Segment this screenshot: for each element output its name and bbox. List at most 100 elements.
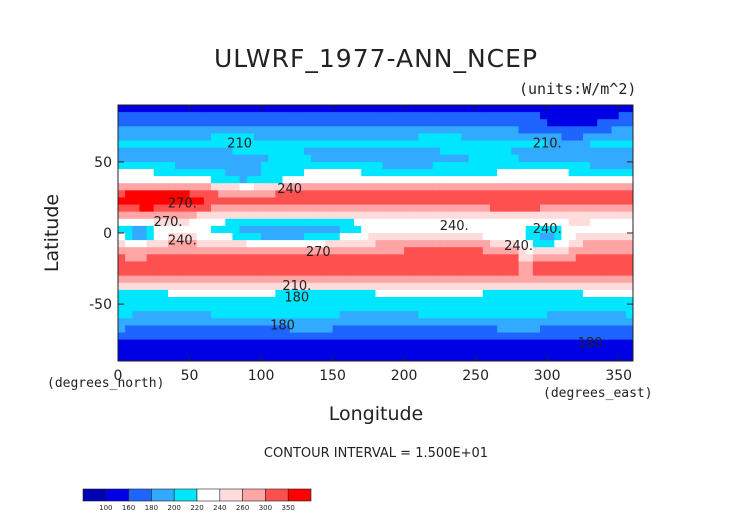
heatmap-cell xyxy=(175,190,183,199)
heatmap-cell xyxy=(318,183,327,191)
heatmap-cell xyxy=(604,119,613,127)
heatmap-cell xyxy=(361,275,369,284)
heatmap-cell xyxy=(132,247,141,255)
heatmap-cell xyxy=(404,161,412,170)
heatmap-cell xyxy=(625,211,633,220)
heatmap-cell xyxy=(561,261,570,270)
heatmap-cell xyxy=(597,233,605,241)
heatmap-cell xyxy=(497,119,505,127)
heatmap-cell xyxy=(411,218,420,227)
heatmap-cell xyxy=(525,112,534,120)
heatmap-cell xyxy=(568,233,577,241)
heatmap-cell xyxy=(146,190,155,199)
heatmap-cell xyxy=(468,325,477,334)
heatmap-cell xyxy=(618,218,627,227)
heatmap-cell xyxy=(568,225,577,234)
heatmap-cell xyxy=(339,169,348,177)
heatmap-cell xyxy=(439,318,448,327)
contour-label: 240. xyxy=(168,233,197,248)
tick-label: 50 xyxy=(181,368,199,384)
heatmap-cell xyxy=(525,225,534,234)
heatmap-cell xyxy=(182,325,191,334)
heatmap-cell xyxy=(339,297,348,305)
heatmap-cell xyxy=(454,154,462,163)
heatmap-cell xyxy=(625,154,633,163)
heatmap-cell xyxy=(468,240,477,248)
heatmap-cell xyxy=(582,133,591,142)
heatmap-cell xyxy=(518,268,527,277)
heatmap-cell xyxy=(325,133,334,142)
heatmap-cell xyxy=(225,218,234,227)
heatmap-cell xyxy=(203,254,212,263)
heatmap-cell xyxy=(132,218,141,227)
heatmap-cell xyxy=(482,126,491,135)
heatmap-cell xyxy=(554,112,563,120)
heatmap-cell xyxy=(425,119,434,127)
heatmap-cell xyxy=(325,318,334,327)
heatmap-cell xyxy=(590,289,598,298)
heatmap-cell xyxy=(489,218,498,227)
heatmap-cell xyxy=(511,304,520,312)
heatmap-cell xyxy=(354,190,362,199)
heatmap-cell xyxy=(411,289,420,298)
heatmap-cell xyxy=(118,119,126,127)
heatmap-cell xyxy=(389,261,398,270)
heatmap-cell xyxy=(475,183,484,191)
heatmap-cell xyxy=(418,119,427,127)
heatmap-cell xyxy=(175,247,183,255)
heatmap-cell xyxy=(196,161,205,170)
tick-label: 350 xyxy=(605,368,632,384)
heatmap-cell xyxy=(482,233,491,241)
heatmap-cell xyxy=(432,261,441,270)
heatmap-cell xyxy=(604,190,613,199)
heatmap-cell xyxy=(118,311,126,319)
heatmap-cell xyxy=(497,282,505,291)
heatmap-cell xyxy=(203,311,212,319)
heatmap-cell xyxy=(504,240,512,248)
heatmap-cell xyxy=(246,240,255,248)
heatmap-cell xyxy=(625,147,633,156)
heatmap-cell xyxy=(411,254,420,263)
heatmap-cell xyxy=(203,211,212,220)
heatmap-cell xyxy=(275,105,284,113)
heatmap-cell xyxy=(561,147,570,156)
heatmap-cell xyxy=(582,254,591,263)
heatmap-cell xyxy=(396,247,405,255)
heatmap-cell xyxy=(561,254,570,263)
heatmap-cell xyxy=(582,176,591,184)
heatmap-cell xyxy=(210,183,219,191)
heatmap-cell xyxy=(389,332,398,341)
heatmap-cell xyxy=(590,282,598,291)
heatmap-cell xyxy=(361,254,369,263)
heatmap-cell xyxy=(153,311,162,319)
heatmap-cell xyxy=(525,204,534,213)
heatmap-cell xyxy=(597,183,605,191)
heatmap-cell xyxy=(153,325,162,334)
heatmap-cell xyxy=(296,289,305,298)
heatmap-cell xyxy=(504,169,512,177)
heatmap-cell xyxy=(246,261,255,270)
heatmap-cell xyxy=(439,154,448,163)
heatmap-cell xyxy=(382,204,391,213)
heatmap-cell xyxy=(468,183,477,191)
heatmap-cell xyxy=(447,183,455,191)
heatmap-cell xyxy=(618,254,627,263)
heatmap-cell xyxy=(425,204,434,213)
heatmap-cell xyxy=(590,204,598,213)
heatmap-cell xyxy=(554,176,563,184)
heatmap-cell xyxy=(196,190,205,199)
heatmap-cell xyxy=(454,218,462,227)
heatmap-cell xyxy=(296,304,305,312)
heatmap-cell xyxy=(189,353,198,361)
heatmap-cell xyxy=(168,325,176,334)
heatmap-cell xyxy=(547,112,555,120)
heatmap-cell xyxy=(225,325,234,334)
heatmap-cell xyxy=(346,233,355,241)
heatmap-cell xyxy=(554,154,563,163)
heatmap-cell xyxy=(504,353,512,361)
heatmap-cell xyxy=(454,197,462,206)
heatmap-cell xyxy=(153,339,162,348)
heatmap-cell xyxy=(232,211,241,220)
heatmap-cell xyxy=(203,225,212,234)
heatmap-cell xyxy=(354,282,362,291)
